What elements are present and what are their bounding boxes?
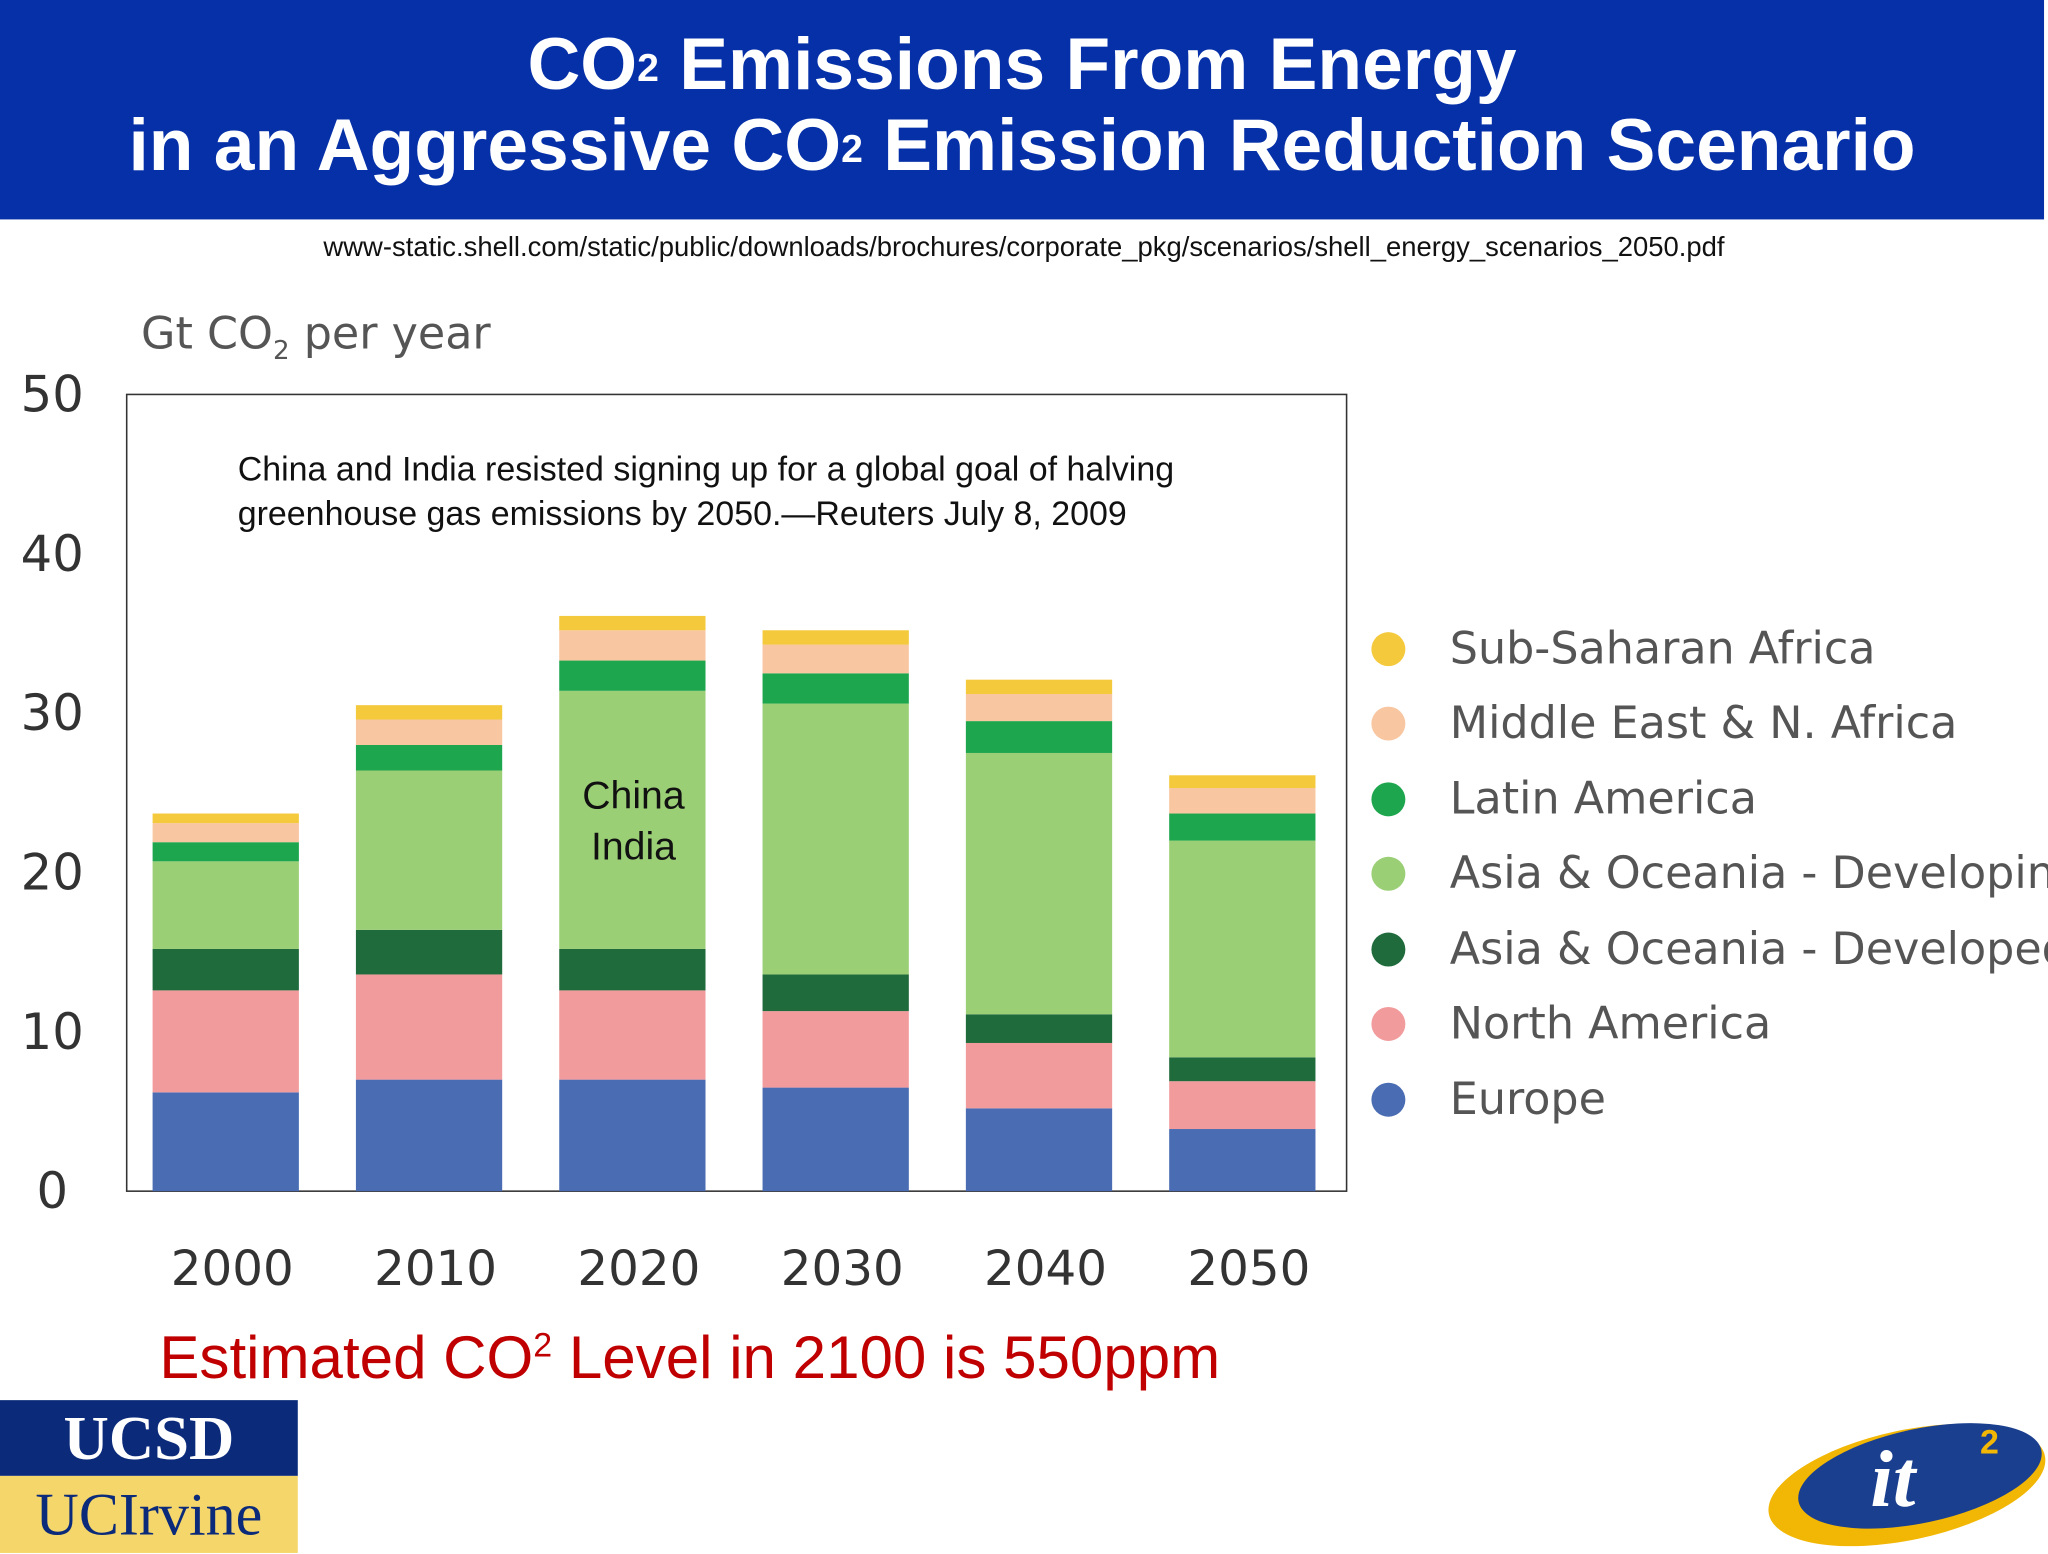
bar-segment-europe-2030 (762, 1087, 909, 1192)
bar-segment-north-america-2010 (355, 974, 503, 1080)
bar-segment-sub-saharan-africa-2050 (1169, 775, 1316, 789)
title-banner: CO2 Emissions From Energy in an Aggressi… (0, 0, 2045, 220)
bar-segment-north-america-2000 (152, 990, 299, 1093)
co2-level-note: Estimated CO2 Level in 2100 is 550ppm (159, 1323, 1221, 1391)
bar-segment-europe-2010 (355, 1079, 503, 1192)
legend-swatch (1371, 782, 1406, 816)
bar-segment-asia-oceania-developing-2000 (152, 861, 299, 949)
reuters-annotation: China and India resisted signing up for … (237, 449, 1175, 533)
bar-segment-north-america-2050 (1169, 1081, 1316, 1130)
bar-segment-sub-saharan-africa-2010 (355, 705, 503, 720)
legend-item: North America (1371, 987, 2048, 1062)
legend-label: Asia & Oceania - Developed (1449, 923, 2048, 976)
bar-segment-asia-oceania-developing-2020 (559, 690, 706, 949)
bar-segment-middle-east-n-africa-2030 (762, 644, 909, 674)
bar-segment-latin-america-2030 (762, 673, 909, 704)
legend-swatch (1371, 706, 1406, 741)
x-tick-label: 2010 (374, 1241, 497, 1297)
bar-segment-latin-america-2000 (152, 842, 299, 862)
y-tick-label: 10 (21, 1003, 84, 1061)
legend-label: Middle East & N. Africa (1449, 697, 1958, 751)
bar-segment-sub-saharan-africa-2040 (965, 679, 1113, 695)
legend: Sub-Saharan Africa Middle East & N. Afric… (1371, 611, 2048, 1137)
bar-segment-sub-saharan-africa-2000 (152, 813, 299, 824)
legend-label: Europe (1449, 1073, 1606, 1126)
y-tick-label: 50 (21, 365, 84, 423)
x-tick-label: 2050 (1187, 1241, 1310, 1297)
legend-item: Asia & Oceania - Developed (1371, 912, 2048, 987)
bar-segment-europe-2040 (965, 1108, 1113, 1192)
legend-swatch (1371, 857, 1406, 892)
legend-swatch (1371, 932, 1406, 967)
bar-segment-latin-america-2050 (1169, 813, 1316, 841)
bar-segment-asia-oceania-developed-2000 (152, 948, 299, 991)
ucsd-logo: UCSD (0, 1400, 298, 1476)
svg-text:it: it (1870, 1434, 1917, 1524)
china-india-label: China India (582, 774, 685, 869)
bar-segment-asia-oceania-developed-2030 (762, 974, 909, 1012)
y-tick-label: 20 (21, 843, 84, 901)
bar-segment-middle-east-n-africa-2020 (559, 630, 706, 661)
bar-segment-middle-east-n-africa-2050 (1169, 788, 1316, 814)
bar-segment-latin-america-2040 (965, 721, 1113, 753)
bar-segment-middle-east-n-africa-2000 (152, 823, 299, 843)
y-tick-label: 40 (21, 525, 84, 583)
x-tick-label: 2020 (577, 1241, 700, 1297)
plot-frame (125, 393, 1348, 1192)
bar-segment-asia-oceania-developing-2050 (1169, 840, 1316, 1058)
x-tick-label: 2040 (984, 1241, 1107, 1297)
y-tick-label: 30 (21, 684, 84, 742)
title-line-1: CO2 Emissions From Energy (527, 22, 1517, 105)
legend-label: Sub-Saharan Africa (1449, 622, 1876, 675)
legend-item: Sub-Saharan Africa (1371, 611, 2048, 686)
source-url: www-static.shell.com/static/public/downl… (323, 232, 1725, 263)
bar-segment-asia-oceania-developed-2020 (559, 948, 706, 991)
y-tick-label: 0 (36, 1162, 68, 1220)
legend-swatch (1371, 631, 1406, 666)
title-line-2: in an Aggressive CO2 Emission Reduction … (128, 103, 1916, 186)
legend-item: Europe (1371, 1062, 2048, 1137)
bar-segment-asia-oceania-developing-2040 (965, 752, 1113, 1015)
legend-label: Latin America (1449, 772, 1757, 826)
legend-label: North America (1449, 998, 1772, 1051)
svg-text:2: 2 (1980, 1424, 1999, 1462)
bar-segment-sub-saharan-africa-2030 (762, 630, 909, 645)
bar-segment-middle-east-n-africa-2040 (965, 694, 1113, 722)
y-axis-label: Gt CO2 per year (141, 308, 491, 366)
bar-segment-north-america-2020 (559, 990, 706, 1080)
legend-swatch (1371, 1007, 1406, 1042)
legend-item: Middle East & N. Africa (1371, 686, 2048, 761)
bar-segment-latin-america-2010 (355, 744, 503, 771)
legend-label: Asia & Oceania - Developing (1449, 847, 2048, 901)
bar-segment-north-america-2030 (762, 1011, 909, 1088)
bar-segment-asia-oceania-developing-2030 (762, 703, 909, 975)
bar-segment-sub-saharan-africa-2020 (559, 615, 706, 631)
legend-item: Asia & Oceania - Developing (1371, 837, 2048, 912)
bar-segment-middle-east-n-africa-2010 (355, 719, 503, 745)
bar-segment-europe-2020 (559, 1079, 706, 1192)
legend-swatch (1371, 1082, 1406, 1117)
bar-segment-europe-2000 (152, 1092, 299, 1192)
bar-segment-europe-2050 (1169, 1129, 1316, 1192)
bar-segment-asia-oceania-developing-2010 (355, 770, 503, 930)
bar-segment-north-america-2040 (965, 1042, 1113, 1109)
it2-logo: it 2 (1768, 1423, 2046, 1547)
bar-segment-asia-oceania-developed-2040 (965, 1014, 1113, 1043)
bar-segment-latin-america-2020 (559, 660, 706, 691)
legend-item: Latin America (1371, 761, 2048, 836)
ucirvine-logo: UCIrvine (0, 1475, 298, 1553)
x-tick-label: 2030 (781, 1241, 904, 1297)
x-tick-label: 2000 (171, 1241, 294, 1297)
bar-segment-asia-oceania-developed-2050 (1169, 1057, 1316, 1082)
bar-segment-asia-oceania-developed-2010 (355, 929, 503, 975)
